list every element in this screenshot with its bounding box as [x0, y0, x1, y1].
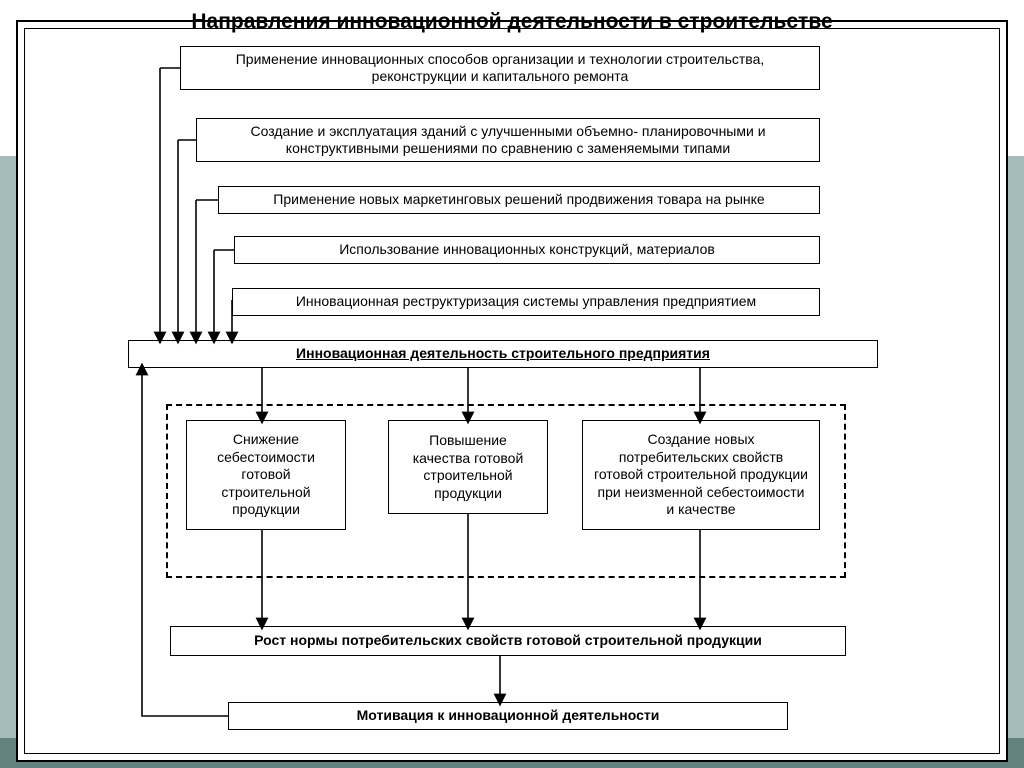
diagram-title: Направления инновационной деятельности в… — [0, 10, 1024, 34]
box-growth: Рост нормы потребительских свойств готов… — [170, 626, 846, 656]
box-direction-4: Использование инновационных конструкций,… — [234, 236, 820, 264]
box-hub: Инновационная деятельность строительного… — [128, 340, 878, 368]
box-direction-3: Применение новых маркетинговых решений п… — [218, 186, 820, 214]
page: Направления инновационной деятельности в… — [0, 0, 1024, 768]
box-result-2: Повышение качества готовой строительной … — [388, 420, 548, 514]
box-direction-5: Инновационная реструктуризация системы у… — [232, 288, 820, 316]
box-result-3: Создание новых потребительских свойств г… — [582, 420, 820, 530]
box-direction-2: Создание и эксплуатация зданий с улучшен… — [196, 118, 820, 162]
box-motivation: Мотивация к инновационной деятельности — [228, 702, 788, 730]
box-direction-1: Применение инновационных способов органи… — [180, 46, 820, 90]
box-result-1: Снижение себестоимости готовой строитель… — [186, 420, 346, 530]
